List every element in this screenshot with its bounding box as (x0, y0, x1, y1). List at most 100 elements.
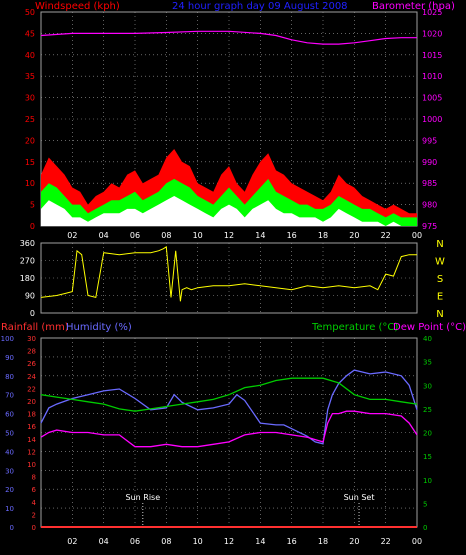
rainfall-y-tick: 18 (27, 411, 36, 419)
compass-label: N (436, 239, 443, 250)
wind-min-area (41, 196, 417, 226)
x-tick-label: 20 (349, 231, 359, 240)
wind-y-tick: 25 (25, 115, 35, 124)
x-tick-label: 00 (412, 231, 422, 240)
wind-y-tick: 35 (25, 72, 35, 81)
chart-title: 24 hour graph day 09 August 2008 (172, 1, 348, 12)
wind-y-tick: 0 (30, 222, 35, 231)
x-tick-label: 04 (99, 231, 109, 240)
wind-y-tick: 50 (25, 8, 35, 17)
rainfall-y-tick: 22 (27, 385, 36, 393)
humidity-y-tick: 70 (5, 392, 14, 400)
wind-y-tick: 15 (25, 158, 35, 167)
direction-y-tick: 180 (20, 274, 35, 283)
direction-panel-grid (41, 243, 418, 313)
x-tick-label: 12 (224, 231, 234, 240)
temperature-y-tick: 20 (423, 430, 432, 438)
temperature-y-tick: 15 (423, 453, 432, 461)
sun-marker-label: Sun Set (344, 493, 375, 502)
rainfall-y-tick: 0 (32, 524, 36, 532)
wind-y-tick: 5 (30, 201, 35, 210)
direction-y-tick: 0 (30, 309, 35, 318)
direction-panel-series (40, 246, 417, 302)
rainfall-y-tick: 4 (32, 499, 37, 507)
x-tick-label: 08 (161, 231, 171, 240)
wind-direction-line (40, 246, 417, 302)
wind-y-tick: 30 (25, 94, 35, 103)
x-tick-label: 14 (255, 231, 265, 240)
x-tick-label: 20 (349, 537, 359, 546)
rainfall-y-tick: 16 (27, 423, 36, 431)
x-tick-label: 00 (412, 537, 422, 546)
x-tick-label: 06 (130, 537, 140, 546)
humidity-y-tick: 80 (5, 373, 14, 381)
x-tick-label: 02 (67, 231, 77, 240)
temperature-axis-label: Temperature (°C) (311, 322, 398, 333)
direction-y-tick: 90 (25, 292, 35, 301)
x-tick-label: 16 (287, 231, 297, 240)
barometer-y-tick: 990 (422, 158, 437, 167)
humidity-y-tick: 60 (5, 411, 14, 419)
x-tick-label: 06 (130, 231, 140, 240)
rainfall-y-tick: 24 (27, 373, 36, 381)
wind-y-tick: 40 (25, 51, 35, 60)
humidity-line (40, 369, 418, 445)
humidity-y-tick: 50 (5, 430, 14, 438)
x-tick-label: 10 (193, 231, 203, 240)
barometer-y-tick: 1010 (422, 72, 442, 81)
barometer-y-tick: 995 (422, 136, 437, 145)
wind-barometer-panel: 0510152025303540455097598098599099510001… (25, 1, 455, 240)
humidity-y-tick: 100 (1, 335, 14, 343)
sun-marker-label: Sun Rise (126, 493, 161, 502)
rainfall-axis-label: Rainfall (mm) (1, 322, 69, 333)
wind-panel-ticks: 0510152025303540455097598098599099510001… (25, 8, 443, 240)
rainfall-y-tick: 2 (32, 511, 36, 519)
rainfall-y-tick: 12 (27, 448, 36, 456)
humidity-y-tick: 20 (5, 486, 14, 494)
climate-panel-series: Sun Rise Sun Set (40, 369, 418, 528)
humidity-y-tick: 40 (5, 448, 14, 456)
x-tick-label: 12 (224, 537, 234, 546)
rainfall-y-tick: 20 (27, 398, 36, 406)
x-tick-label: 04 (99, 537, 109, 546)
barometer-axis-label: Barometer (hpa) (372, 1, 455, 12)
barometer-y-tick: 975 (422, 222, 437, 231)
climate-panel-ticks: 0102030405060708090100024681012141618202… (1, 335, 432, 546)
temperature-y-tick: 35 (423, 359, 432, 367)
x-tick-label: 22 (381, 537, 391, 546)
barometer-y-tick: 985 (422, 179, 437, 188)
x-tick-label: 08 (161, 537, 171, 546)
direction-y-tick: 360 (20, 239, 35, 248)
wind-y-tick: 10 (25, 179, 35, 188)
x-tick-label: 18 (318, 231, 328, 240)
rainfall-y-tick: 8 (32, 474, 36, 482)
compass-label: E (437, 292, 443, 303)
rainfall-y-tick: 26 (27, 360, 36, 368)
rainfall-y-tick: 28 (27, 348, 36, 356)
x-tick-label: 02 (67, 537, 77, 546)
temperature-y-tick: 0 (423, 524, 427, 532)
temperature-y-tick: 40 (423, 335, 432, 343)
x-tick-label: 22 (381, 231, 391, 240)
climate-panel: Sun Rise Sun Set 010203040506070809010002… (1, 322, 466, 546)
x-tick-label: 16 (287, 537, 297, 546)
humidity-y-tick: 90 (5, 354, 14, 362)
rainfall-y-tick: 14 (27, 436, 36, 444)
x-tick-label: 14 (255, 537, 265, 546)
direction-y-tick: 270 (20, 257, 35, 266)
wind-panel-series (40, 30, 417, 226)
wind-axis-label: Windspeed (kph) (35, 1, 120, 12)
barometer-line (40, 30, 417, 45)
temperature-y-tick: 10 (423, 477, 432, 485)
compass-label: W (435, 257, 445, 268)
rainfall-y-tick: 6 (32, 486, 37, 494)
dewpoint-line (40, 410, 418, 448)
dewpoint-axis-label: Dew Point (°C) (393, 322, 466, 333)
barometer-y-tick: 980 (422, 201, 437, 210)
temperature-y-tick: 25 (423, 406, 432, 414)
humidity-y-tick: 10 (5, 505, 14, 513)
wind-y-tick: 45 (25, 29, 35, 38)
barometer-y-tick: 1025 (422, 8, 442, 17)
